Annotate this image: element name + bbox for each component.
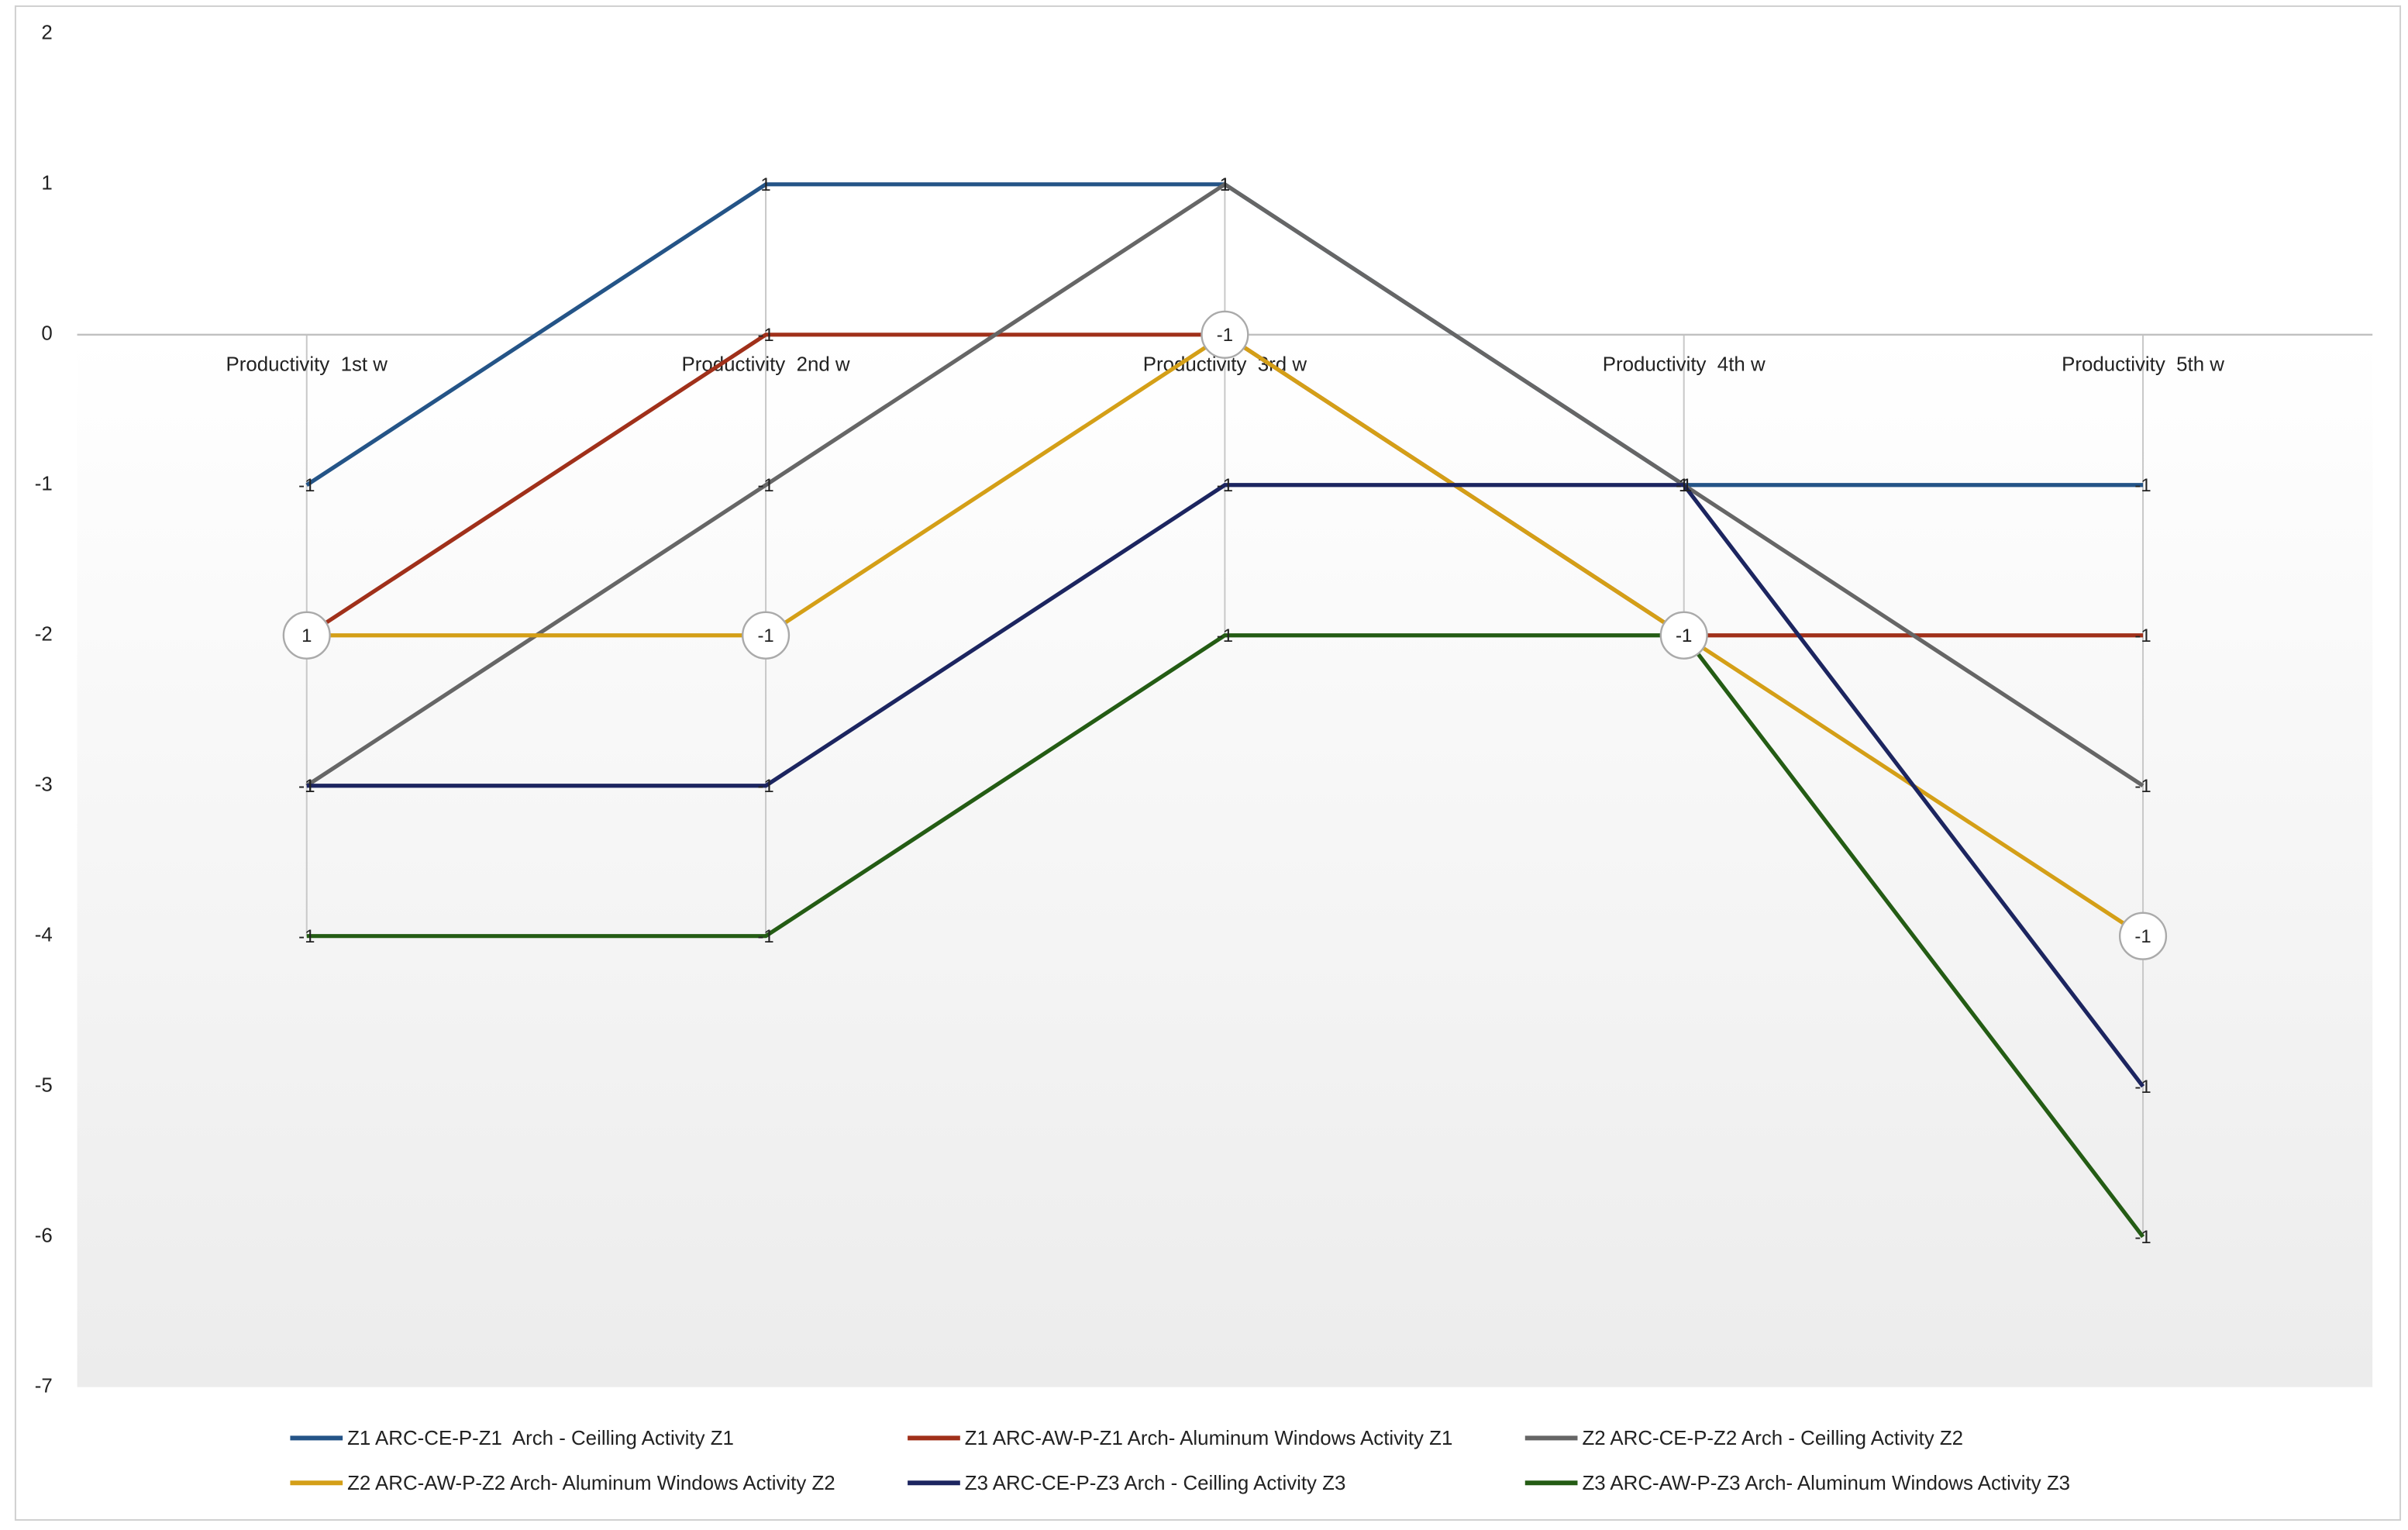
x-tick-label: Productivity 1st w bbox=[226, 353, 388, 375]
data-label: -1 bbox=[2134, 776, 2151, 797]
legend-label: Z3 ARC-AW-P-Z3 Arch- Aluminum Windows Ac… bbox=[1582, 1473, 2070, 1494]
series-line bbox=[306, 633, 2145, 1239]
data-label: -1 bbox=[298, 776, 315, 797]
y-tick-label: -5 bbox=[35, 1075, 53, 1097]
data-label: -1 bbox=[1676, 625, 1692, 646]
data-label: -1 bbox=[1676, 475, 1692, 496]
data-label-bubble bbox=[1659, 611, 1708, 660]
data-label: -1 bbox=[298, 475, 315, 496]
data-label: -1 bbox=[1676, 625, 1692, 646]
chart-border bbox=[14, 5, 2402, 1521]
data-label: -1 bbox=[757, 926, 773, 947]
data-label: -1 bbox=[2134, 1227, 2151, 1248]
y-tick-label: -1 bbox=[35, 474, 53, 495]
data-label: 1 bbox=[301, 625, 312, 646]
legend-label: Z2 ARC-AW-P-Z2 Arch- Aluminum Windows Ac… bbox=[347, 1473, 835, 1494]
data-label-bubble bbox=[1201, 310, 1249, 359]
legend-label: Z2 ARC-CE-P-Z2 Arch - Ceilling Activity … bbox=[1582, 1428, 1963, 1449]
y-tick-label: -2 bbox=[35, 624, 53, 646]
data-label-bubble bbox=[2118, 911, 2168, 960]
data-label: -1 bbox=[2134, 625, 2151, 646]
series-line bbox=[305, 181, 2144, 787]
x-tick-label: Productivity 4th w bbox=[1603, 353, 1766, 375]
data-label-bubble bbox=[741, 611, 791, 660]
series-line bbox=[306, 483, 2145, 1088]
x-tick-label: Productivity 5th w bbox=[2062, 353, 2224, 375]
data-label: -1 bbox=[1217, 475, 1233, 496]
y-tick-label: -3 bbox=[35, 774, 53, 796]
data-label: -1 bbox=[2134, 475, 2151, 496]
legend-label: Z1 ARC-AW-P-Z1 Arch- Aluminum Windows Ac… bbox=[965, 1428, 1453, 1449]
data-label: -1 bbox=[2134, 1077, 2151, 1098]
data-label: -1 bbox=[1217, 625, 1233, 646]
data-label: 1 bbox=[1220, 174, 1230, 195]
legend-label: Z3 ARC-CE-P-Z3 Arch - Ceilling Activity … bbox=[965, 1473, 1346, 1494]
data-label: 1 bbox=[1220, 174, 1230, 195]
data-label: -1 bbox=[298, 776, 315, 797]
data-label: 1 bbox=[1679, 475, 1689, 496]
y-tick-label: -4 bbox=[35, 925, 53, 946]
data-label: -1 bbox=[757, 325, 773, 346]
y-tick-label: 1 bbox=[41, 173, 52, 195]
legend-label: Z1 ARC-CE-P-Z1 Arch - Ceilling Activity … bbox=[347, 1428, 734, 1449]
data-label: -1 bbox=[298, 926, 315, 947]
data-label: -1 bbox=[1217, 325, 1233, 346]
data-label: 1 bbox=[1679, 475, 1689, 496]
data-label: -1 bbox=[757, 776, 773, 797]
y-tick-label: -6 bbox=[35, 1225, 53, 1246]
data-label: 1 bbox=[760, 174, 770, 195]
data-label: -1 bbox=[757, 625, 773, 646]
y-tick-label: 2 bbox=[41, 22, 52, 44]
y-tick-label: 0 bbox=[41, 323, 52, 345]
y-tick-label: -7 bbox=[35, 1375, 53, 1397]
data-label-bubble bbox=[282, 611, 331, 660]
data-label: -1 bbox=[2134, 926, 2151, 947]
data-label: -1 bbox=[757, 475, 773, 496]
